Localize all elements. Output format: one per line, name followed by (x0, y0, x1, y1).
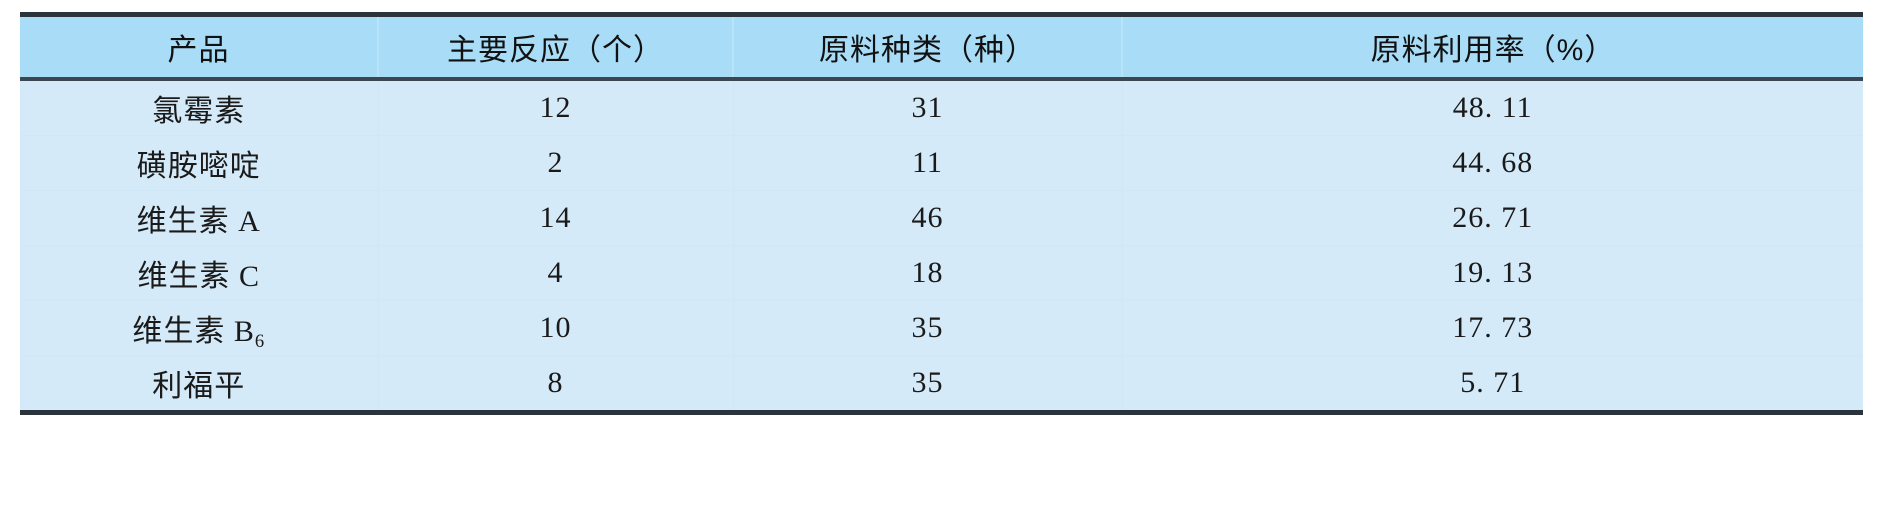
cell-reactions: 8 (377, 355, 733, 415)
table-header: 产品 主要反应（个） 原料种类（种） 原料利用率（%） (20, 12, 1863, 81)
cell-product: 利福平 (20, 355, 378, 415)
table-row: 氯霉素 12 31 48. 11 (20, 79, 1863, 136)
column-header-rate: 原料利用率（%） (1121, 12, 1863, 81)
cell-materials: 31 (732, 79, 1122, 136)
cell-reactions: 4 (377, 245, 733, 301)
table-header-row: 产品 主要反应（个） 原料种类（种） 原料利用率（%） (20, 12, 1863, 81)
cell-rate: 48. 11 (1121, 79, 1863, 136)
cell-materials: 46 (732, 190, 1122, 246)
product-name: 磺胺嘧啶 (136, 150, 261, 183)
cell-rate: 19. 13 (1121, 245, 1863, 301)
cell-rate: 44. 68 (1121, 135, 1863, 191)
cell-product: 维生素 A (20, 190, 378, 246)
column-header-product: 产品 (20, 12, 378, 81)
product-name: 维生素 A (136, 205, 261, 238)
cell-product: 磺胺嘧啶 (20, 135, 378, 191)
cell-reactions: 12 (377, 79, 733, 136)
cell-materials: 35 (732, 355, 1122, 415)
cell-rate: 17. 73 (1121, 300, 1863, 356)
product-name: 维生素 C (137, 260, 260, 293)
cell-reactions: 10 (377, 300, 733, 356)
table-row: 磺胺嘧啶 2 11 44. 68 (20, 135, 1863, 191)
product-material-utilization-table: 产品 主要反应（个） 原料种类（种） 原料利用率（%） 氯霉素 12 31 48. 1… (20, 12, 1863, 415)
column-header-reactions: 主要反应（个） (377, 12, 733, 81)
table-row: 维生素 B6 10 35 17. 73 (20, 300, 1863, 356)
cell-product: 氯霉素 (20, 79, 378, 136)
cell-materials: 11 (732, 135, 1122, 191)
product-name: 氯霉素 (152, 95, 246, 128)
table-container: 产品 主要反应（个） 原料种类（种） 原料利用率（%） 氯霉素 12 31 48. 1… (20, 12, 1863, 415)
product-name: 维生素 B (132, 315, 255, 348)
column-header-materials: 原料种类（种） (732, 12, 1122, 81)
cell-reactions: 14 (377, 190, 733, 246)
cell-rate: 26. 71 (1121, 190, 1863, 246)
cell-materials: 35 (732, 300, 1122, 356)
table-row: 维生素 A 14 46 26. 71 (20, 190, 1863, 246)
product-name-subscript: 6 (254, 330, 266, 352)
cell-materials: 18 (732, 245, 1122, 301)
product-name: 利福平 (152, 370, 246, 403)
cell-reactions: 2 (377, 135, 733, 191)
cell-product: 维生素 B6 (20, 300, 378, 356)
cell-product: 维生素 C (20, 245, 378, 301)
table-body: 氯霉素 12 31 48. 11 磺胺嘧啶 2 11 44. 68 维生素 A 14 46 26. 7… (20, 79, 1863, 415)
cell-rate: 5. 71 (1121, 355, 1863, 415)
table-row: 利福平 8 35 5. 71 (20, 355, 1863, 415)
table-row: 维生素 C 4 18 19. 13 (20, 245, 1863, 301)
